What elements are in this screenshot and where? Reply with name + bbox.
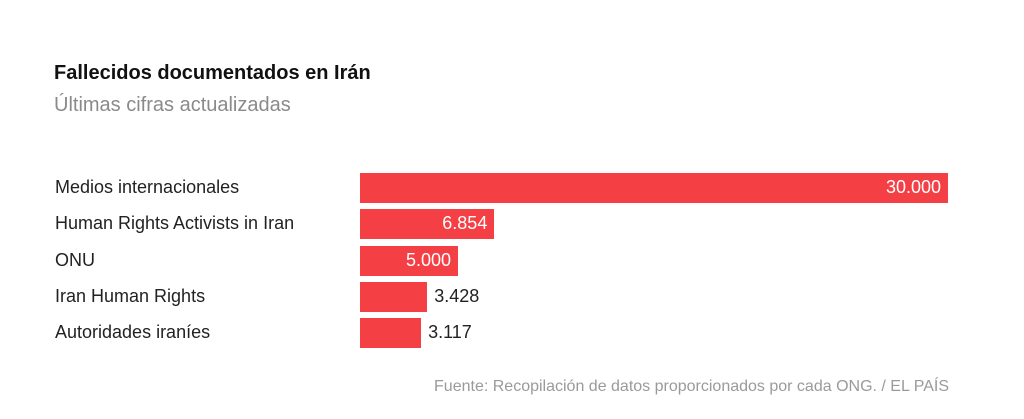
chart-subtitle: Últimas cifras actualizadas: [54, 94, 291, 116]
bar-row: Human Rights Activists in Iran 6.854: [0, 209, 1024, 240]
value-label: 5.000: [405, 249, 451, 270]
value-label: 6.854: [442, 213, 488, 234]
bar-row: Medios internacionales 30.000: [0, 173, 1024, 203]
bar: [360, 245, 458, 276]
bar-row: ONU 5.000: [0, 245, 1024, 276]
value-label: 30.000: [885, 177, 941, 197]
category-label: Iran Human Rights: [55, 285, 206, 306]
bar: [360, 281, 428, 312]
bar-row: Iran Human Rights 3.428: [0, 281, 1024, 312]
category-label: Human Rights Activists in Iran: [55, 213, 295, 234]
category-label: Autoridades iraníes: [55, 322, 211, 343]
source-note: Fuente: Recopilación de datos proporcion…: [434, 378, 949, 395]
category-label: ONU: [55, 249, 95, 270]
category-label: Medios internacionales: [55, 177, 240, 197]
value-label: 3.117: [428, 322, 472, 343]
value-label: 3.428: [434, 285, 480, 306]
bar-row: Autoridades iraníes 3.117: [0, 318, 1024, 349]
bar: [360, 318, 422, 349]
chart-title: Fallecidos documentados en Irán: [54, 62, 371, 84]
bar: [360, 209, 495, 240]
bar: [360, 173, 948, 203]
